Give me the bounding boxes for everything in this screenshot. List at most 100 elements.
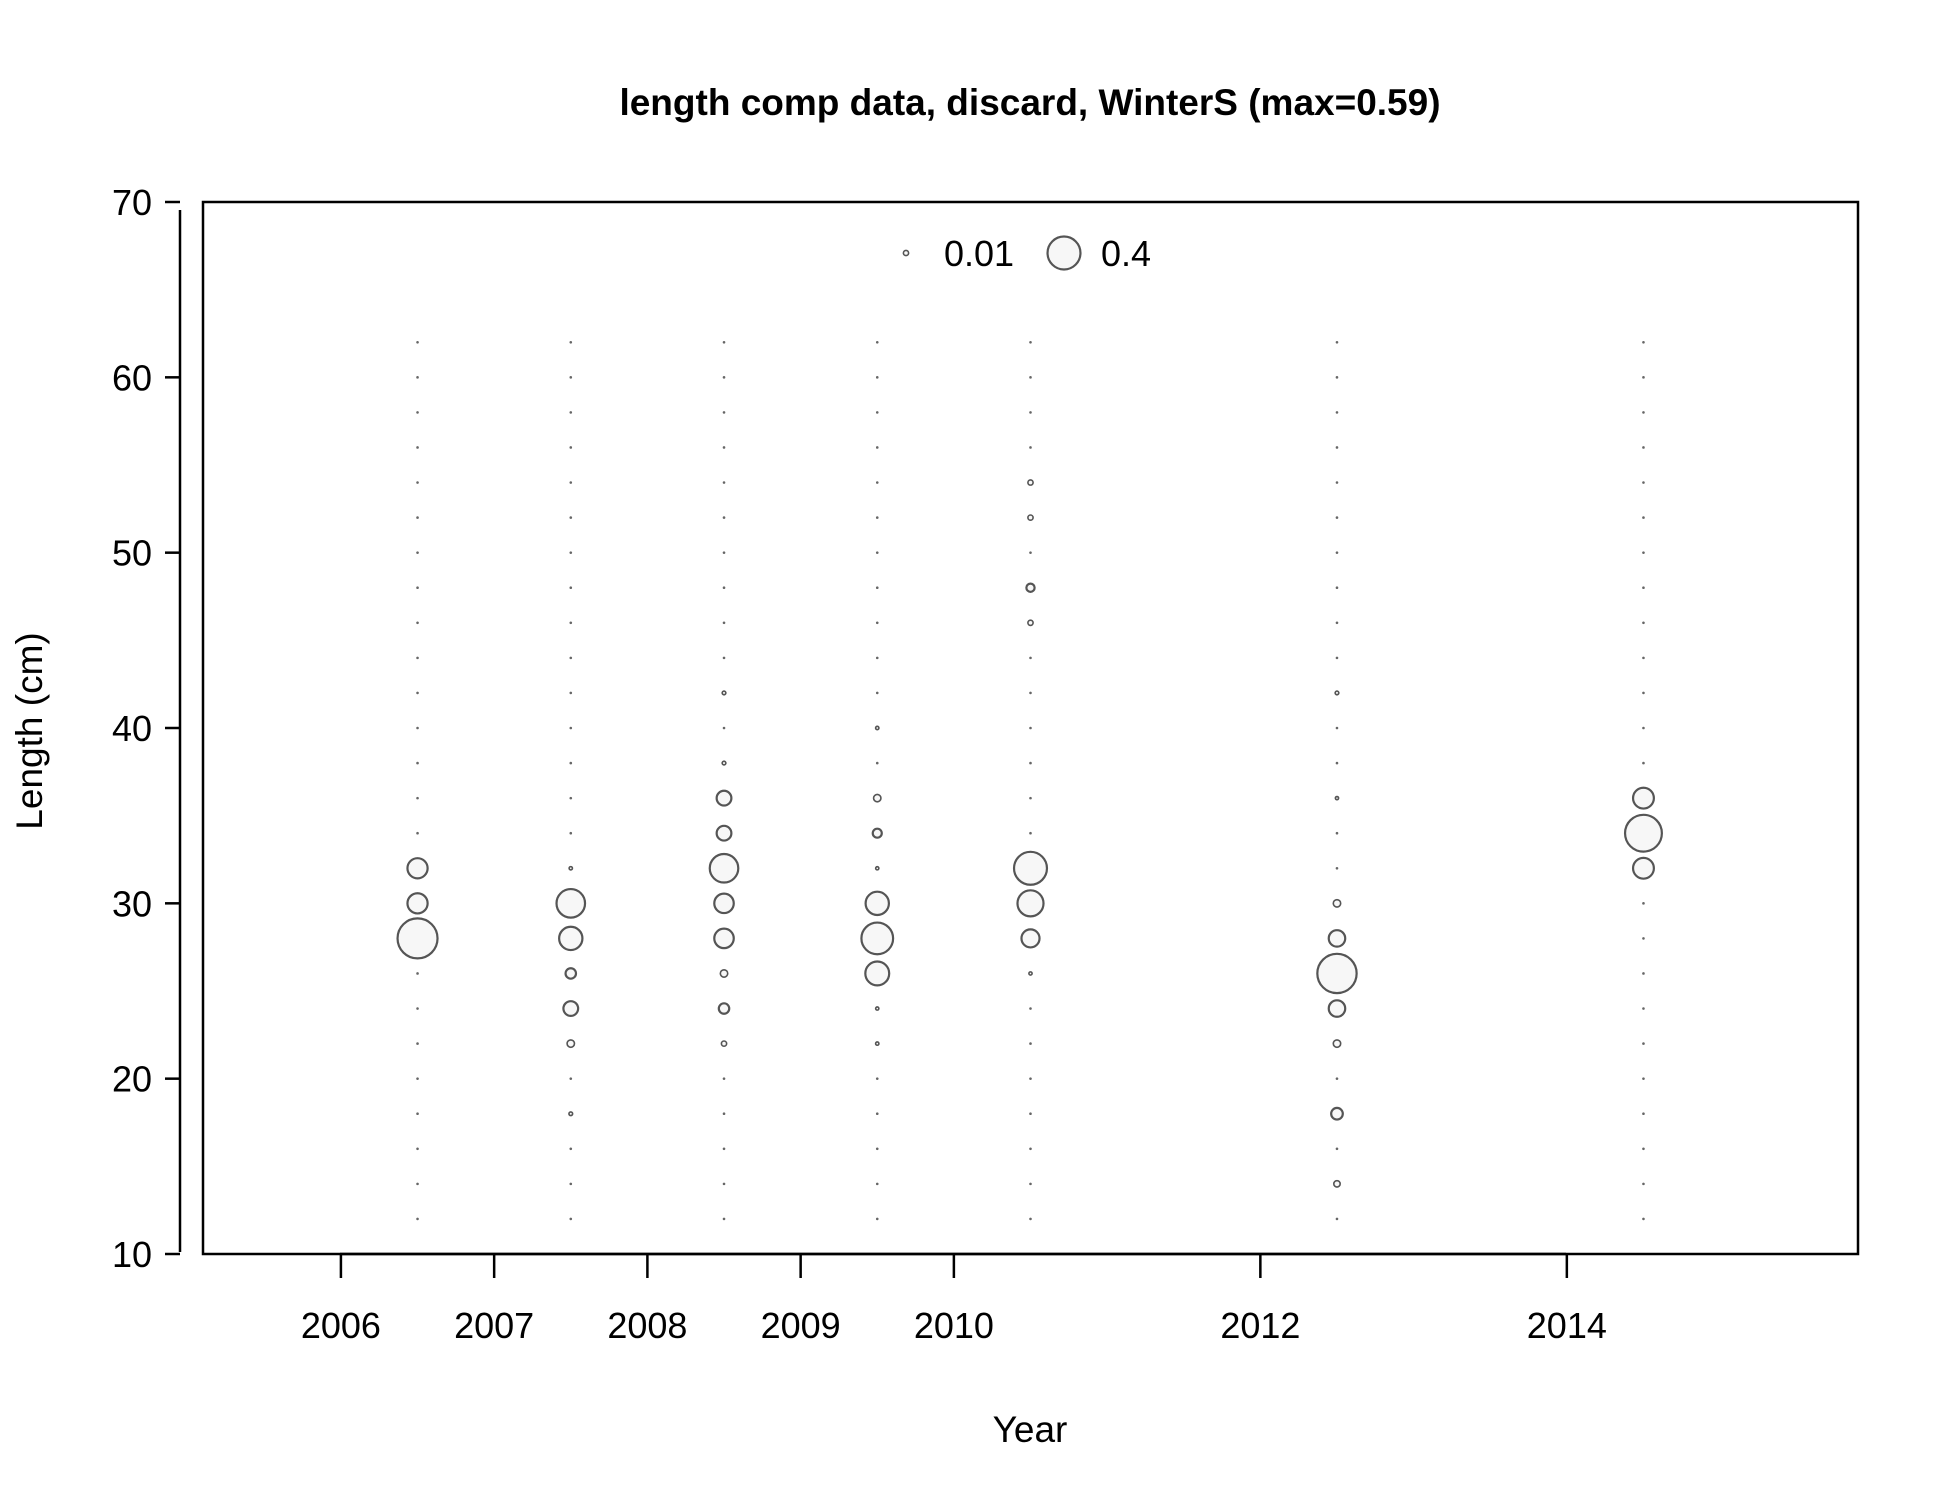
zero-dot: [569, 340, 573, 344]
zero-dot: [875, 621, 879, 625]
zero-dot: [1642, 1147, 1645, 1151]
zero-dot: [1642, 446, 1645, 449]
zero-dot: [1642, 411, 1645, 414]
zero-dot: [1642, 1182, 1645, 1186]
zero-dot: [416, 796, 419, 800]
zero-dot: [569, 446, 573, 449]
data-bubble: [406, 857, 429, 880]
zero-dot: [722, 726, 726, 730]
zero-dot: [416, 691, 419, 695]
data-bubble: [1334, 795, 1340, 801]
y-tick-label: 10: [112, 1234, 152, 1275]
zero-dot: [416, 551, 419, 554]
zero-dot: [875, 1147, 879, 1151]
data-bubble: [719, 968, 729, 978]
zero-dot: [569, 516, 573, 519]
data-bubble: [568, 865, 574, 871]
zero-dot: [1335, 586, 1339, 590]
zero-dot: [416, 621, 419, 625]
zero-dot: [416, 376, 419, 379]
data-bubble: [566, 1039, 576, 1049]
zero-dot: [1642, 1077, 1645, 1080]
zero-dot: [1335, 1217, 1339, 1221]
zero-dot: [1029, 1147, 1032, 1151]
zero-dot: [416, 1217, 419, 1221]
zero-dot: [569, 656, 573, 660]
zero-markers: [416, 340, 1645, 1221]
data-bubble: [1316, 952, 1358, 995]
zero-dot: [722, 656, 726, 660]
zero-dot: [416, 340, 419, 344]
data-bubble: [558, 925, 584, 952]
zero-dot: [722, 1182, 726, 1186]
data-bubble: [874, 865, 880, 871]
zero-dot: [1335, 1147, 1339, 1151]
zero-dot: [722, 586, 726, 590]
zero-dot: [1335, 446, 1339, 449]
zero-dot: [1335, 621, 1339, 625]
data-bubble: [1327, 999, 1347, 1018]
data-bubble: [860, 921, 895, 956]
zero-dot: [875, 481, 879, 484]
data-bubble: [568, 1111, 574, 1117]
zero-dot: [1029, 376, 1032, 379]
zero-dot: [1335, 831, 1339, 835]
zero-dot: [416, 1112, 419, 1116]
y-axis: 10 20 30 40 50 60 70: [112, 182, 182, 1275]
zero-dot: [1335, 376, 1339, 379]
x-tick-label: 2008: [607, 1305, 687, 1346]
data-bubble: [872, 793, 882, 803]
zero-dot: [722, 551, 726, 554]
zero-dot: [416, 831, 419, 835]
zero-dot: [875, 516, 879, 519]
data-bubble: [715, 789, 733, 807]
zero-dot: [569, 796, 573, 800]
zero-dot: [1029, 1077, 1032, 1080]
zero-dot: [569, 1147, 573, 1151]
zero-dot: [1642, 691, 1645, 695]
zero-dot: [875, 691, 879, 695]
zero-dot: [1335, 656, 1339, 660]
zero-dot: [416, 1077, 419, 1080]
zero-dot: [1642, 340, 1645, 344]
data-bubble: [1016, 889, 1045, 918]
data-bubble: [1028, 971, 1033, 976]
zero-dot: [1642, 481, 1645, 484]
zero-dot: [416, 656, 419, 660]
zero-dot: [875, 1182, 879, 1186]
zero-dot: [1642, 761, 1645, 765]
zero-dot: [416, 972, 419, 975]
zero-dot: [416, 726, 419, 730]
zero-dot: [569, 586, 573, 590]
x-tick-label: 2012: [1220, 1305, 1300, 1346]
zero-dot: [569, 691, 573, 695]
zero-dot: [569, 726, 573, 730]
x-tick-label: 2010: [914, 1305, 994, 1346]
zero-dot: [569, 1077, 573, 1080]
zero-dot: [1335, 411, 1339, 414]
data-bubble: [715, 824, 733, 842]
zero-dot: [569, 411, 573, 414]
zero-dot: [416, 411, 419, 414]
x-tick-label: 2007: [454, 1305, 534, 1346]
x-axis-title: Year: [993, 1409, 1068, 1450]
data-bubble: [874, 1006, 880, 1011]
zero-dot: [416, 446, 419, 449]
chart-title: length comp data, discard, WinterS (max=…: [619, 82, 1440, 123]
zero-dot: [1642, 376, 1645, 379]
legend: 0.01 0.4: [902, 233, 1151, 274]
zero-dot: [1029, 796, 1032, 800]
zero-dot: [875, 1217, 879, 1221]
zero-dot: [1335, 551, 1339, 554]
zero-dot: [722, 1112, 726, 1116]
zero-dot: [1029, 1042, 1032, 1045]
data-bubble: [1027, 514, 1034, 522]
legend-bubble-small: [902, 249, 910, 257]
zero-dot: [1029, 831, 1032, 835]
zero-dot: [1642, 1042, 1645, 1045]
zero-dot: [722, 516, 726, 519]
x-tick-label: 2014: [1527, 1305, 1607, 1346]
zero-dot: [1642, 902, 1645, 905]
zero-dot: [1029, 656, 1032, 660]
